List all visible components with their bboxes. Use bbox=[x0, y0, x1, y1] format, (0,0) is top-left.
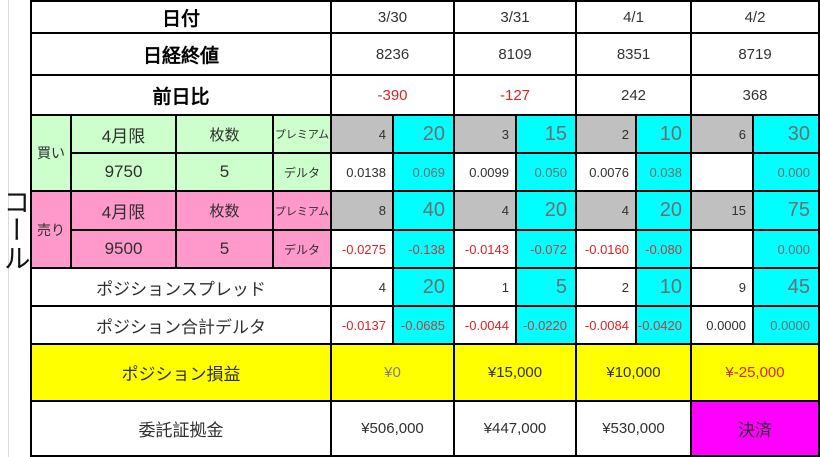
cell-sell-premium-amt-1[interactable]: 20 bbox=[517, 192, 575, 229]
cell-sell-delta-total-0[interactable]: -0.138 bbox=[394, 231, 453, 267]
cell-sell-delta-unit-0[interactable]: -0.0275 bbox=[332, 231, 392, 267]
cell-buy-lots[interactable]: 5 bbox=[177, 154, 272, 190]
cell-pnl-header[interactable]: ポジション損益 bbox=[32, 345, 330, 400]
cell-pnl-2[interactable]: ¥10,000 bbox=[577, 345, 690, 400]
cell-buy-premium-qty-3[interactable]: 6 bbox=[692, 116, 752, 152]
cell-close-2[interactable]: 8351 bbox=[577, 34, 690, 74]
cell-totaldelta-unit-0[interactable]: -0.0137 bbox=[332, 307, 392, 343]
cell-sell-premium-amt-2[interactable]: 20 bbox=[637, 192, 690, 229]
cell-sell-premium-qty-1[interactable]: 4 bbox=[455, 192, 515, 229]
cell-change-0[interactable]: -390 bbox=[332, 76, 453, 114]
cell-settlement[interactable]: 決済 bbox=[692, 402, 818, 455]
cell-sell-delta-label[interactable]: デルタ bbox=[274, 231, 330, 267]
cell-buy-premium-qty-1[interactable]: 3 bbox=[455, 116, 515, 152]
cell-totaldelta-total-0[interactable]: -0.0685 bbox=[394, 307, 453, 343]
cell-buy-premium-qty-2[interactable]: 2 bbox=[577, 116, 635, 152]
cell-spread-total-0[interactable]: 20 bbox=[394, 269, 453, 305]
cell-totaldelta-total-1[interactable]: -0.0220 bbox=[517, 307, 575, 343]
options-table: 日付 3/30 3/31 4/1 4/2 日経終値 8236 8109 8351… bbox=[30, 0, 820, 457]
cell-buy-delta-unit-0[interactable]: 0.0138 bbox=[332, 154, 392, 190]
cell-buy-premium-label[interactable]: プレミアム bbox=[274, 116, 330, 152]
cell-sell-premium-qty-0[interactable]: 8 bbox=[332, 192, 392, 229]
cell-sell-premium-qty-2[interactable]: 4 bbox=[577, 192, 635, 229]
cell-totaldelta-unit-3[interactable]: 0.0000 bbox=[692, 307, 752, 343]
cell-change-1[interactable]: -127 bbox=[455, 76, 575, 114]
cell-buy-side[interactable]: 買い bbox=[32, 116, 70, 190]
cell-buy-contract[interactable]: 4月限 bbox=[72, 116, 175, 152]
cell-spread-header[interactable]: ポジションスプレッド bbox=[32, 269, 330, 305]
cell-sell-delta-unit-2[interactable]: -0.0160 bbox=[577, 231, 635, 267]
cell-spread-unit-3[interactable]: 9 bbox=[692, 269, 752, 305]
cell-buy-premium-amt-1[interactable]: 15 bbox=[517, 116, 575, 152]
cell-close-3[interactable]: 8719 bbox=[692, 34, 818, 74]
cell-sell-delta-total-3[interactable]: 0.000 bbox=[754, 231, 818, 267]
cell-buy-delta-total-0[interactable]: 0.069 bbox=[394, 154, 453, 190]
cell-buy-premium-amt-2[interactable]: 10 bbox=[637, 116, 690, 152]
cell-spread-total-2[interactable]: 10 bbox=[637, 269, 690, 305]
sheet-gridline bbox=[8, 0, 9, 457]
cell-buy-premium-qty-0[interactable]: 4 bbox=[332, 116, 392, 152]
cell-sell-side[interactable]: 売り bbox=[32, 192, 70, 267]
cell-margin-1[interactable]: ¥447,000 bbox=[455, 402, 575, 455]
cell-margin-2[interactable]: ¥530,000 bbox=[577, 402, 690, 455]
cell-totaldelta-header[interactable]: ポジション合計デルタ bbox=[32, 307, 330, 343]
cell-sell-premium-qty-3[interactable]: 15 bbox=[692, 192, 752, 229]
cell-close-1[interactable]: 8109 bbox=[455, 34, 575, 74]
cell-buy-delta-label[interactable]: デルタ bbox=[274, 154, 330, 190]
cell-date-3[interactable]: 4/2 bbox=[692, 2, 818, 32]
cell-buy-lots-header[interactable]: 枚数 bbox=[177, 116, 272, 152]
cell-margin-0[interactable]: ¥506,000 bbox=[332, 402, 453, 455]
cell-sell-contract[interactable]: 4月限 bbox=[72, 192, 175, 229]
cell-close-header[interactable]: 日経終値 bbox=[32, 34, 330, 74]
cell-sell-premium-label[interactable]: プレミアム bbox=[274, 192, 330, 229]
cell-spread-total-3[interactable]: 45 bbox=[754, 269, 818, 305]
cell-date-header[interactable]: 日付 bbox=[32, 2, 330, 32]
call-section-label: コール bbox=[0, 188, 30, 272]
cell-buy-delta-unit-3[interactable] bbox=[692, 154, 752, 190]
cell-close-0[interactable]: 8236 bbox=[332, 34, 453, 74]
cell-change-header[interactable]: 前日比 bbox=[32, 76, 330, 114]
cell-sell-delta-unit-3[interactable] bbox=[692, 231, 752, 267]
cell-sell-delta-unit-1[interactable]: -0.0143 bbox=[455, 231, 515, 267]
cell-sell-delta-total-1[interactable]: -0.072 bbox=[517, 231, 575, 267]
cell-buy-delta-unit-2[interactable]: 0.0076 bbox=[577, 154, 635, 190]
cell-date-2[interactable]: 4/1 bbox=[577, 2, 690, 32]
cell-buy-delta-total-1[interactable]: 0.050 bbox=[517, 154, 575, 190]
cell-buy-premium-amt-0[interactable]: 20 bbox=[394, 116, 453, 152]
cell-date-1[interactable]: 3/31 bbox=[455, 2, 575, 32]
cell-totaldelta-unit-1[interactable]: -0.0044 bbox=[455, 307, 515, 343]
cell-totaldelta-total-2[interactable]: -0.0420 bbox=[637, 307, 690, 343]
cell-pnl-3[interactable]: ¥-25,000 bbox=[692, 345, 818, 400]
cell-buy-delta-unit-1[interactable]: 0.0099 bbox=[455, 154, 515, 190]
cell-buy-delta-total-3[interactable]: 0.000 bbox=[754, 154, 818, 190]
cell-sell-premium-amt-0[interactable]: 40 bbox=[394, 192, 453, 229]
cell-sell-lots-header[interactable]: 枚数 bbox=[177, 192, 272, 229]
cell-sell-premium-amt-3[interactable]: 75 bbox=[754, 192, 818, 229]
cell-buy-premium-amt-3[interactable]: 30 bbox=[754, 116, 818, 152]
cell-spread-total-1[interactable]: 5 bbox=[517, 269, 575, 305]
cell-sell-lots[interactable]: 5 bbox=[177, 231, 272, 267]
cell-spread-unit-0[interactable]: 4 bbox=[332, 269, 392, 305]
cell-margin-header[interactable]: 委託証拠金 bbox=[32, 402, 330, 455]
cell-spread-unit-1[interactable]: 1 bbox=[455, 269, 515, 305]
cell-sell-delta-total-2[interactable]: -0.080 bbox=[637, 231, 690, 267]
cell-date-0[interactable]: 3/30 bbox=[332, 2, 453, 32]
cell-totaldelta-total-3[interactable]: 0.0000 bbox=[754, 307, 818, 343]
cell-totaldelta-unit-2[interactable]: -0.0084 bbox=[577, 307, 635, 343]
cell-change-2[interactable]: 242 bbox=[577, 76, 690, 114]
cell-buy-delta-total-2[interactable]: 0.038 bbox=[637, 154, 690, 190]
cell-spread-unit-2[interactable]: 2 bbox=[577, 269, 635, 305]
cell-change-3[interactable]: 368 bbox=[692, 76, 818, 114]
cell-pnl-0[interactable]: ¥0 bbox=[332, 345, 453, 400]
cell-pnl-1[interactable]: ¥15,000 bbox=[455, 345, 575, 400]
cell-buy-strike[interactable]: 9750 bbox=[72, 154, 175, 190]
cell-sell-strike[interactable]: 9500 bbox=[72, 231, 175, 267]
